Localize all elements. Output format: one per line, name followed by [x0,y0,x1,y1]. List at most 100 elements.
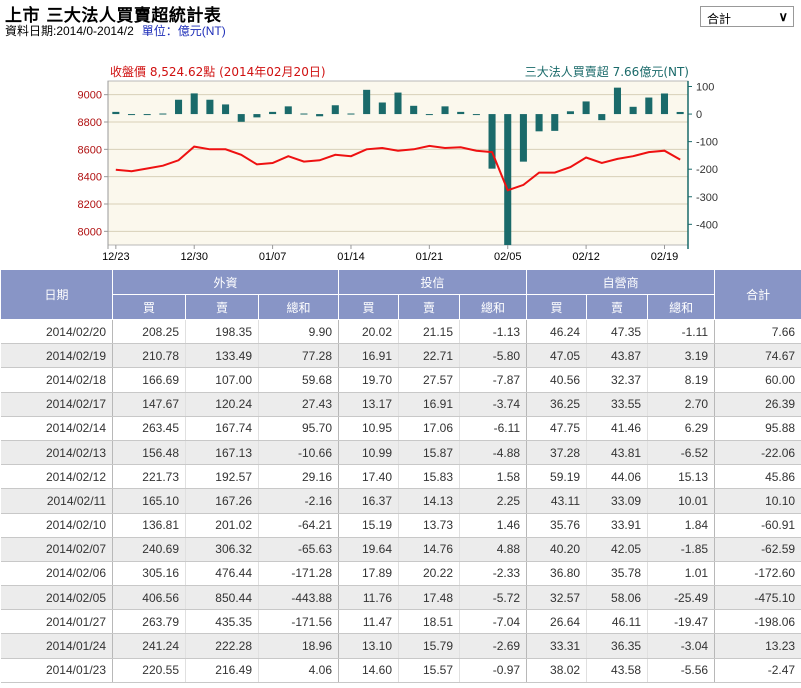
col-dealer-sell: 賣 [586,294,649,320]
cell-dealer-buy: 46.24 [526,319,588,345]
cell-foreign-sell: 120.24 [185,392,259,417]
net-bar [660,93,669,115]
left-tick-label: 8400 [78,172,102,184]
unit-label: 單位：億元(NT) [141,24,226,38]
cell-foreign-sell: 107.00 [185,367,259,393]
cell-foreign-sell: 222.28 [185,633,259,659]
left-tick-label: 9000 [78,90,102,102]
cell-trust-net: -5.72 [459,585,528,611]
x-tick-label: 01/07 [259,251,287,263]
cell-dealer-net: -19.47 [647,609,716,635]
cell-trust-buy: 11.76 [338,585,400,611]
cell-date: 2014/02/05 [0,585,113,611]
table-row: 2014/02/17 147.67 120.24 27.43 13.17 16.91 -3.… [0,392,801,417]
cell-dealer-sell: 43.81 [586,440,649,466]
net-bar [472,114,480,116]
cell-date: 2014/02/12 [0,464,113,490]
cell-foreign-buy: 156.48 [112,440,186,466]
net-bar [394,92,402,115]
right-tick-label: 100 [696,82,714,94]
table-row: 2014/02/06 305.16 476.44 -171.28 17.89 20.22-… [0,561,801,587]
cell-foreign-net: -171.28 [258,561,340,587]
net-bar [457,111,465,115]
right-tick-label: -400 [696,219,718,231]
cell-date: 2014/02/13 [0,440,113,466]
col-dealer-net: 總和 [647,294,716,320]
cell-trust-buy: 20.02 [338,319,400,345]
table-row: 2014/02/07 240.69 306.32 -65.63 19.64 14.76 4.… [0,537,801,562]
cell-trust-net: -2.69 [459,633,528,659]
cell-trust-net: -2.33 [459,561,528,587]
col-total: 合計 [714,269,801,320]
cell-trust-net: -1.13 [459,319,528,345]
cell-dealer-net: 6.29 [647,416,716,441]
net-bar [519,114,527,162]
col-date: 日期 [0,269,113,320]
cell-total: 95.88 [714,416,801,441]
page-title: 上市 三大法人買賣超統計表 [5,6,222,26]
cell-foreign-net: -443.88 [258,585,340,611]
x-tick-label: 12/30 [180,251,208,263]
col-foreign-buy: 買 [112,294,186,320]
cell-trust-buy: 17.40 [338,464,400,490]
cell-date: 2014/02/19 [0,343,113,369]
cell-dealer-sell: 36.35 [586,633,649,659]
cell-dealer-net: -1.11 [647,319,716,345]
cell-foreign-buy: 220.55 [112,658,186,683]
cell-foreign-sell: 435.35 [185,609,259,635]
cell-total: -60.91 [714,513,801,538]
table-row: 2014/02/12 221.73 192.57 29.16 17.40 15.83 1.5… [0,464,801,490]
cell-dealer-buy: 36.25 [526,392,588,417]
cell-dealer-net: -3.04 [647,633,716,659]
cell-trust-net: -7.04 [459,609,528,635]
investor-type-select[interactable]: 合計 ∨ [700,6,794,27]
cell-foreign-net: -2.16 [258,488,340,514]
cell-foreign-sell: 167.26 [185,488,259,514]
table-row: 2014/02/13 156.48 167.13 -10.66 10.99 15.87 -4… [0,440,801,466]
cell-date: 2014/01/27 [0,609,113,635]
x-tick-label: 02/05 [494,251,522,263]
cell-foreign-buy: 136.81 [112,513,186,538]
cell-dealer-buy: 36.80 [526,561,588,587]
net-bar [331,105,339,115]
col-trust-net: 總和 [459,294,528,320]
cell-dealer-net: -1.85 [647,537,716,562]
x-tick-label: 02/12 [572,251,600,263]
cell-trust-buy: 19.70 [338,367,400,393]
col-trust-sell: 賣 [398,294,461,320]
cell-dealer-buy: 47.05 [526,343,588,369]
left-tick-label: 8600 [78,144,102,156]
date-range-label: 資料日期:2014/0-2014/2 [5,24,134,38]
right-tick-label: -100 [696,137,718,149]
net-bar [269,111,277,115]
cell-dealer-sell: 46.11 [586,609,649,635]
cell-dealer-net: 3.19 [647,343,716,369]
cell-dealer-sell: 43.58 [586,658,649,683]
cell-dealer-buy: 43.11 [526,488,588,514]
net-bar [206,99,214,115]
cell-foreign-sell: 306.32 [185,537,259,562]
cell-foreign-sell: 167.13 [185,440,259,466]
col-dealer: 自營商 [526,269,716,295]
cell-trust-net: -6.11 [459,416,528,441]
table-row: 2014/02/20 208.25 198.35 9.90 20.02 21.15 -1.1… [0,319,801,345]
col-foreign-sell: 賣 [185,294,259,320]
net-bar [504,114,512,246]
cell-foreign-net: 95.70 [258,416,340,441]
cell-foreign-net: 9.90 [258,319,340,345]
table-row: 2014/02/10 136.81 201.02 -64.21 15.19 13.73 1.… [0,513,801,538]
cell-date: 2014/02/07 [0,537,113,562]
net-bar [425,114,433,116]
cell-trust-net: 1.46 [459,513,528,538]
cell-trust-buy: 11.47 [338,609,400,635]
chart-area: 收盤價 8,524.62點 (2014年02月20日) 三大法人買賣超 7.66… [0,60,801,270]
cell-dealer-buy: 38.02 [526,658,588,683]
close-line-layer [115,144,681,192]
table-row: 2014/02/19 210.78 133.49 77.28 16.91 22.71 -5.… [0,343,801,369]
net-bar [300,113,308,115]
cell-dealer-buy: 33.31 [526,633,588,659]
left-axis: 9000 8800 8600 8400 8200 8000 [78,81,109,249]
net-bar [175,99,183,115]
table-row: 2014/01/23 220.55 216.49 4.06 14.60 15.57 -0.9… [0,658,801,683]
institutional-chart: 收盤價 8,524.62點 (2014年02月20日) 三大法人買賣超 7.66… [78,64,719,263]
